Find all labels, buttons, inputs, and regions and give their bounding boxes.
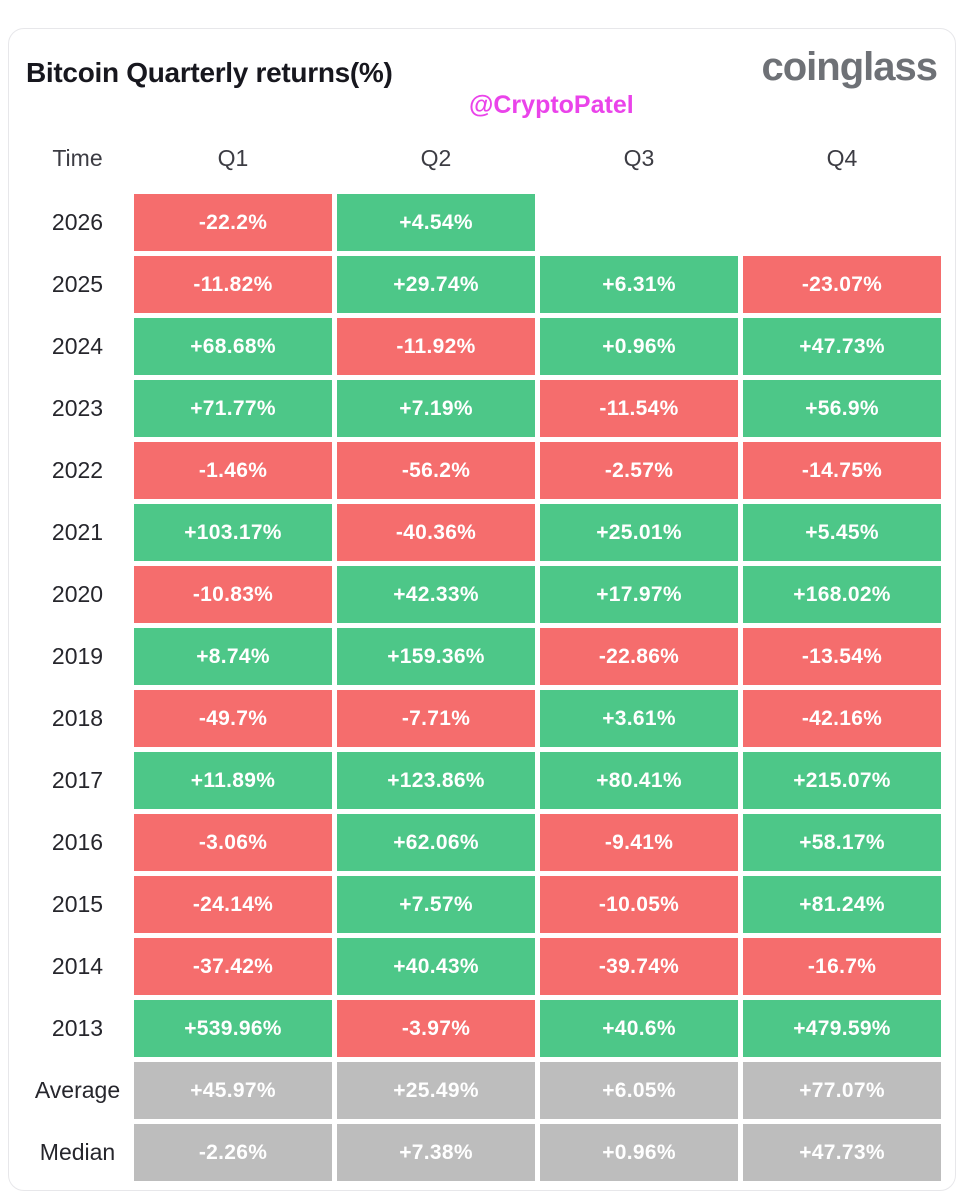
return-cell: -3.06% xyxy=(134,814,332,871)
coinglass-logo: coinglass xyxy=(761,45,938,89)
return-cell: +0.96% xyxy=(540,1124,738,1181)
return-cell: -11.92% xyxy=(337,318,535,375)
row-label-2020: 2020 xyxy=(51,581,104,607)
return-cell: +103.17% xyxy=(134,504,332,561)
return-cell: +3.61% xyxy=(540,690,738,747)
row-label-2018: 2018 xyxy=(51,705,104,731)
return-cell: +71.77% xyxy=(134,380,332,437)
return-cell: +25.49% xyxy=(337,1062,535,1119)
return-cell: +62.06% xyxy=(337,814,535,871)
return-cell: -22.86% xyxy=(540,628,738,685)
return-cell: -39.74% xyxy=(540,938,738,995)
row-label-2026: 2026 xyxy=(51,209,104,235)
return-cell: +58.17% xyxy=(743,814,941,871)
row-label-2019: 2019 xyxy=(51,643,104,669)
return-cell: -16.7% xyxy=(743,938,941,995)
row-label-2023: 2023 xyxy=(51,395,104,421)
row-label-median: Median xyxy=(39,1139,116,1165)
return-cell: +479.59% xyxy=(743,1000,941,1057)
row-label-2022: 2022 xyxy=(51,457,104,483)
return-cell: +40.6% xyxy=(540,1000,738,1057)
return-cell: -14.75% xyxy=(743,442,941,499)
return-cell: +6.31% xyxy=(540,256,738,313)
return-cell: +5.45% xyxy=(743,504,941,561)
return-cell: +8.74% xyxy=(134,628,332,685)
column-header-time: Time xyxy=(52,144,103,171)
return-cell: -23.07% xyxy=(743,256,941,313)
return-cell: +539.96% xyxy=(134,1000,332,1057)
return-cell: +7.57% xyxy=(337,876,535,933)
row-label-2013: 2013 xyxy=(51,1015,104,1041)
return-cell: -11.54% xyxy=(540,380,738,437)
return-cell: -13.54% xyxy=(743,628,941,685)
return-cell: +29.74% xyxy=(337,256,535,313)
return-cell: +47.73% xyxy=(743,318,941,375)
return-cell: -40.36% xyxy=(337,504,535,561)
row-label-2017: 2017 xyxy=(51,767,104,793)
return-cell: +47.73% xyxy=(743,1124,941,1181)
return-cell: +7.19% xyxy=(337,380,535,437)
return-cell: +4.54% xyxy=(337,194,535,251)
column-header-q1: Q1 xyxy=(217,144,249,171)
return-cell: +81.24% xyxy=(743,876,941,933)
row-label-2014: 2014 xyxy=(51,953,104,979)
row-label-2016: 2016 xyxy=(51,829,104,855)
return-cell: +56.9% xyxy=(743,380,941,437)
return-cell: +17.97% xyxy=(540,566,738,623)
empty-cell xyxy=(743,194,941,251)
return-cell: +11.89% xyxy=(134,752,332,809)
return-cell: +45.97% xyxy=(134,1062,332,1119)
row-label-2025: 2025 xyxy=(51,271,104,297)
column-header-q4: Q4 xyxy=(826,144,858,171)
return-cell: -3.97% xyxy=(337,1000,535,1057)
row-label-average: Average xyxy=(34,1077,121,1103)
return-cell: +0.96% xyxy=(540,318,738,375)
return-cell: -1.46% xyxy=(134,442,332,499)
row-label-2015: 2015 xyxy=(51,891,104,917)
return-cell: -2.57% xyxy=(540,442,738,499)
return-cell: +42.33% xyxy=(337,566,535,623)
column-header-q3: Q3 xyxy=(623,144,655,171)
return-cell: -22.2% xyxy=(134,194,332,251)
return-cell: +215.07% xyxy=(743,752,941,809)
return-cell: -56.2% xyxy=(337,442,535,499)
return-cell: +159.36% xyxy=(337,628,535,685)
row-label-2024: 2024 xyxy=(51,333,104,359)
return-cell: -10.05% xyxy=(540,876,738,933)
return-cell: -42.16% xyxy=(743,690,941,747)
returns-card: Bitcoin Quarterly returns(%) @CryptoPate… xyxy=(8,28,956,1191)
return-cell: +25.01% xyxy=(540,504,738,561)
return-cell: -2.26% xyxy=(134,1124,332,1181)
returns-grid: Time Q1 Q2 Q3 Q4 2026 -22.2% +4.54% 2025 -11… xyxy=(26,132,941,1181)
page-title: Bitcoin Quarterly returns(%) xyxy=(26,57,393,88)
return-cell: +168.02% xyxy=(743,566,941,623)
return-cell: -7.71% xyxy=(337,690,535,747)
return-cell: +68.68% xyxy=(134,318,332,375)
return-cell: +6.05% xyxy=(540,1062,738,1119)
empty-cell xyxy=(540,194,738,251)
return-cell: -11.82% xyxy=(134,256,332,313)
return-cell: -9.41% xyxy=(540,814,738,871)
crypto-patel-handle: @CryptoPatel xyxy=(469,91,634,119)
return-cell: +123.86% xyxy=(337,752,535,809)
return-cell: +80.41% xyxy=(540,752,738,809)
return-cell: -24.14% xyxy=(134,876,332,933)
return-cell: +77.07% xyxy=(743,1062,941,1119)
return-cell: +40.43% xyxy=(337,938,535,995)
return-cell: -37.42% xyxy=(134,938,332,995)
return-cell: -49.7% xyxy=(134,690,332,747)
row-label-2021: 2021 xyxy=(51,519,104,545)
return-cell: +7.38% xyxy=(337,1124,535,1181)
return-cell: -10.83% xyxy=(134,566,332,623)
column-header-q2: Q2 xyxy=(420,144,452,171)
